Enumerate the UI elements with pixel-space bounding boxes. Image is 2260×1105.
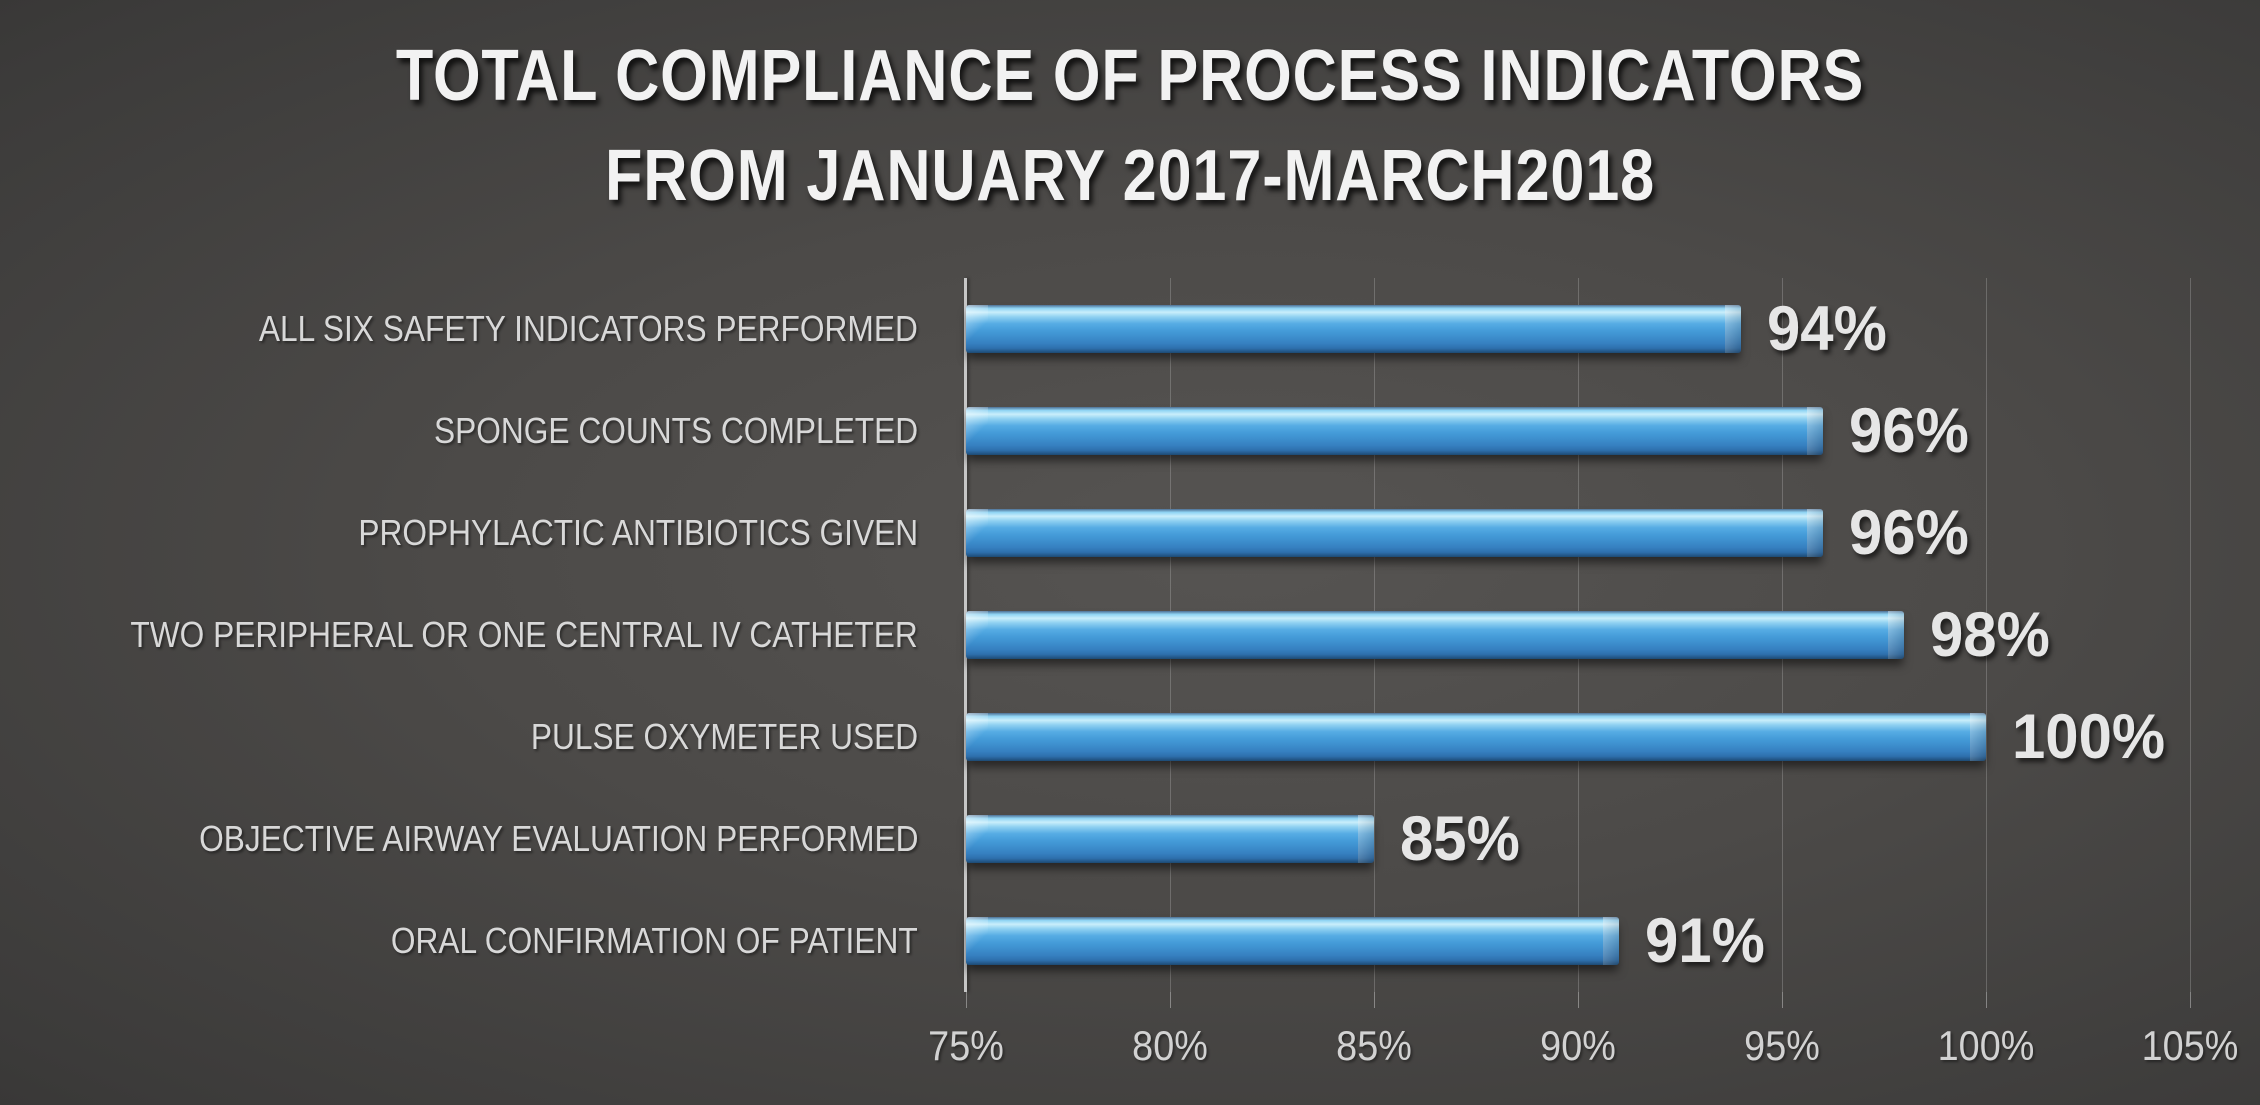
tick-mark: [1170, 992, 1171, 1008]
category-axis: ALL SIX SAFETY INDICATORS PERFORMED SPONG…: [0, 278, 944, 992]
value-label: 85%: [1400, 804, 1520, 874]
category-label-row: OBJECTIVE AIRWAY EVALUATION PERFORMED: [0, 788, 944, 890]
category-label: SPONGE COUNTS COMPLETED: [433, 410, 918, 451]
category-label: PROPHYLACTIC ANTIBIOTICS GIVEN: [358, 512, 918, 553]
category-label-row: PROPHYLACTIC ANTIBIOTICS GIVEN: [0, 482, 944, 584]
x-tick-label: 90%: [1540, 1022, 1616, 1069]
x-tick-label: 95%: [1744, 1022, 1820, 1069]
category-label-row: ORAL CONFIRMATION OF PATIENT: [0, 890, 944, 992]
tick-mark: [1374, 992, 1375, 1008]
category-label: TWO PERIPHERAL OR ONE CENTRAL IV CATHETE…: [130, 614, 918, 655]
x-axis: 75% 80% 85% 90% 95% 100% 105%: [928, 1022, 2238, 1092]
category-label: OBJECTIVE AIRWAY EVALUATION PERFORMED: [198, 818, 918, 859]
chart-title-line-2: FROM JANUARY 2017-MARCH2018: [604, 136, 1656, 216]
bar: [966, 611, 1905, 659]
bar-row: 100%: [966, 686, 2190, 788]
category-label: PULSE OXYMETER USED: [530, 716, 918, 757]
tick-mark: [2190, 992, 2191, 1008]
bar-row: 98%: [966, 584, 2190, 686]
bar-row: 91%: [966, 890, 2190, 992]
value-label: 98%: [1930, 600, 2051, 670]
category-label-row: TWO PERIPHERAL OR ONE CENTRAL IV CATHETE…: [0, 584, 944, 686]
value-label: 96%: [1848, 396, 1969, 466]
x-tick-label: 85%: [1336, 1022, 1412, 1069]
x-tick-label: 105%: [2141, 1022, 2239, 1069]
tick-mark: [1986, 992, 1987, 1008]
bar-row: 85%: [966, 788, 2190, 890]
category-label-row: SPONGE COUNTS COMPLETED: [0, 380, 944, 482]
bar: [966, 305, 1742, 353]
value-label: 94%: [1767, 294, 1887, 364]
tick-mark: [966, 992, 967, 1008]
tick-mark: [1782, 992, 1783, 1008]
bar: [966, 917, 1619, 965]
chart-title: TOTAL COMPLIANCE OF PROCESS INDICATORS F…: [0, 26, 2260, 226]
bar: [966, 509, 1823, 557]
bar: [966, 815, 1374, 863]
value-label: 100%: [2012, 702, 2166, 772]
chart-title-line-1: TOTAL COMPLIANCE OF PROCESS INDICATORS: [395, 36, 1865, 116]
category-label: ORAL CONFIRMATION OF PATIENT: [391, 920, 918, 961]
category-label: ALL SIX SAFETY INDICATORS PERFORMED: [259, 308, 918, 349]
bar: [966, 407, 1823, 455]
bar-row: 96%: [966, 380, 2190, 482]
tick-mark: [1578, 992, 1579, 1008]
plot-area: 94% 96% 96% 98% 100% 85% 91%: [964, 278, 2191, 1008]
value-label: 96%: [1848, 498, 1969, 568]
x-tick-label: 75%: [928, 1022, 1004, 1069]
x-tick-label: 80%: [1132, 1022, 1208, 1069]
value-label: 91%: [1644, 906, 1765, 976]
bar-row: 96%: [966, 482, 2190, 584]
gridline: [2190, 278, 2191, 992]
category-label-row: PULSE OXYMETER USED: [0, 686, 944, 788]
bar: [966, 713, 1986, 761]
x-tick-label: 100%: [1937, 1022, 2035, 1069]
gridline: [1986, 278, 1987, 992]
category-label-row: ALL SIX SAFETY INDICATORS PERFORMED: [0, 278, 944, 380]
bar-row: 94%: [966, 278, 2190, 380]
value-axis-line: [964, 278, 967, 992]
